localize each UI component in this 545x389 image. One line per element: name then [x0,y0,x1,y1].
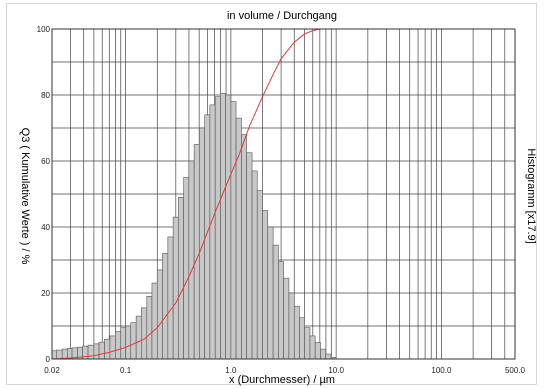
y-tick-label: 100 [37,25,51,34]
histogram-bar [109,335,116,360]
x-tick-label: 500.0 [505,366,526,375]
histogram-bar [120,327,126,360]
x-tick-label: 100.0 [431,366,452,375]
histogram-bar [293,305,300,360]
histogram-bar [225,94,232,360]
x-tick-labels: 0.02 0.1 1.0 10.0 100.0 500.0 [44,366,525,375]
histogram-bar [325,353,332,360]
histogram-bar [61,348,68,360]
chart-frame [6,3,537,385]
histogram-bar [125,325,132,360]
y-tick-label: 80 [41,91,50,100]
x-tick-label: 0.1 [120,366,132,375]
histogram-bar [304,327,311,360]
histogram-bars [51,93,337,360]
histogram-bar [251,170,258,360]
y-tick-label: 60 [41,157,50,166]
histogram-bar [256,190,263,360]
y-tick-label: 40 [41,223,50,232]
histogram-bar [230,101,237,360]
y-tick-labels: 0 20 40 60 80 100 [37,25,51,364]
histogram-bar [51,350,57,360]
histogram-bar [156,269,163,360]
histogram-bar [278,261,284,360]
histogram-bar [272,244,279,360]
histogram-bar [135,315,142,360]
histogram-bar [115,331,122,360]
histogram-bar [87,344,95,360]
histogram-bar [162,253,169,360]
x-tick-label: 0.02 [44,366,60,375]
histogram-bar [199,127,205,360]
histogram-bar [314,342,321,360]
histogram-bar [320,348,327,360]
histogram-bar [146,295,153,360]
x-axis-label: x (Durchmesser) / µm [229,374,335,386]
histogram-bar [178,197,184,360]
histogram-bar [267,226,274,360]
histogram-bar [167,236,174,360]
histogram-bar [209,104,216,360]
y2-axis-label: Histogramm [x17.9] [525,148,537,243]
histogram-bar [220,93,226,360]
histogram-bar [172,216,179,360]
histogram-bar [299,317,305,360]
histogram-bar [93,343,100,360]
histogram-bar [214,96,221,360]
histogram-bar [151,282,158,360]
histogram-bar [98,341,105,360]
histogram-bar [67,348,73,360]
histogram-bar [140,307,148,360]
histogram-bar [246,152,253,360]
histogram-bar [104,338,111,360]
y-tick-label: 20 [41,289,50,298]
histogram-bar [262,210,269,360]
x-tick-label: 1.0 [225,366,237,375]
chart-title: in volume / Durchgang [227,10,337,22]
histogram-bar [193,144,200,360]
histogram-bar [188,160,195,360]
x-tick-label: 10.0 [328,366,344,375]
histogram-bar [130,322,137,360]
y-tick-label: 0 [46,355,51,364]
histogram-bar [241,134,247,360]
histogram-bar [309,335,316,360]
y-axis-label: Q3 ( Kumulative Werte ) / % [19,128,31,265]
histogram-bar [183,177,190,360]
histogram-bar [283,277,290,360]
histogram-bar [56,349,63,360]
histogram-bar [288,292,295,360]
plot-border [51,28,516,360]
